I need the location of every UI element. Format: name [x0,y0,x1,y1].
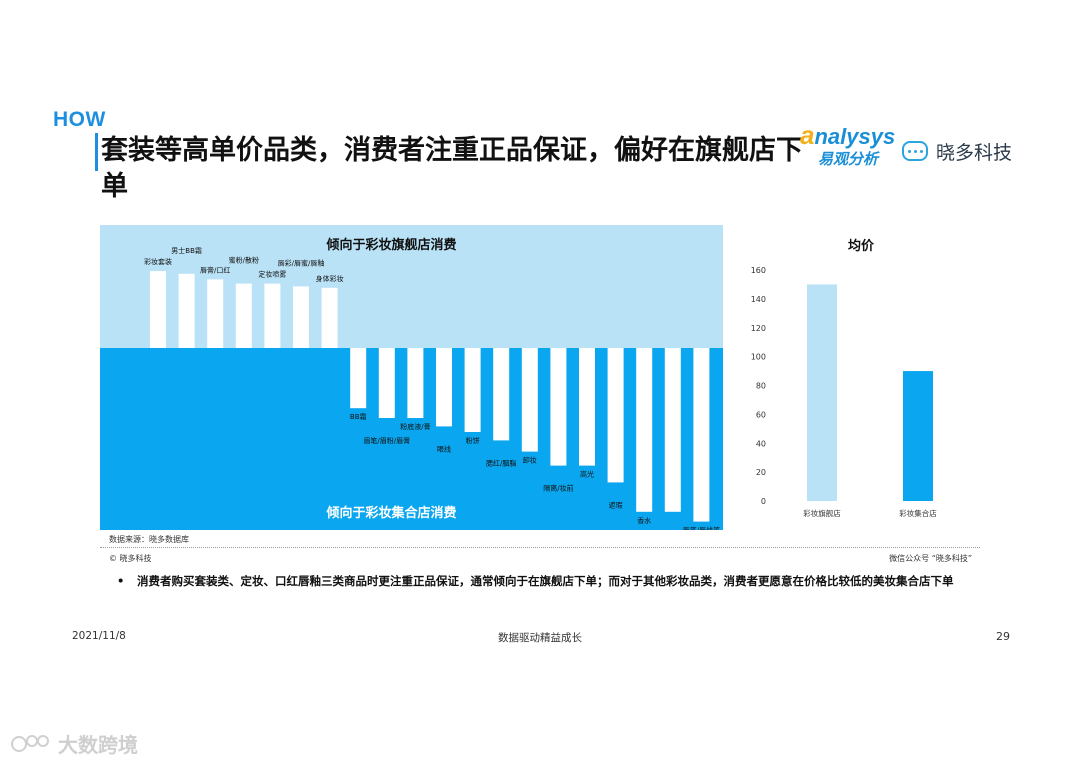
category-label: 唇笔/唇线笔 [683,526,720,530]
y-tick-label: 60 [756,410,766,419]
analysys-logo-text: nalysys [814,124,896,149]
chart-title: 均价 [848,238,875,254]
bar [550,348,567,466]
bar [293,286,309,348]
bar [693,348,710,522]
bar [207,279,224,348]
y-tick-label: 160 [751,266,766,275]
category-label: 唇膏/口红 [200,265,230,274]
y-tick-label: 120 [751,324,766,333]
bullet-dot: • [117,574,125,588]
watermark: 大数跨境 [10,729,138,758]
flagship-region [100,225,723,348]
category-label: 香水 [637,516,651,525]
average-price-chart: 均价 0 20 40 60 80 100 120 140 160 彩妆旗舰店 彩妆集合店 [751,238,938,518]
bullet-text: 消费者购买套装类、定妆、口红唇釉三类商品时更注重正品保证，通常倾向于在旗舰店下单… [137,574,954,588]
bar [350,348,367,409]
footer-slogan: 数据驱动精益成长 [498,632,582,644]
y-tick-label: 80 [756,382,766,391]
x-tick-label: 彩妆旗舰店 [803,508,841,518]
category-label: 遮瑕 [609,500,623,509]
category-label: 粉底液/膏 [400,422,430,431]
y-tick-label: 100 [751,353,766,362]
xiaoduo-logo-text: 晓多科技 [936,141,1013,164]
category-label: 唇彩/唇蜜/唇釉 [278,258,325,267]
analysys-logo: analysys 易观分析 [800,120,900,172]
category-label: 隔离/妆前 [543,484,573,493]
category-label: 身体彩妆 [316,274,344,283]
bar [264,283,281,348]
analysys-logo-initial: a [800,120,815,150]
watermark-text: 大数跨境 [58,733,138,757]
wechat-account: 微信公众号 “晓多科技” [889,554,972,563]
bar [664,348,681,512]
category-label: 眉笔/眉粉/眉膏 [363,436,410,445]
category-label: 腮红/胭脂 [486,458,516,467]
bar [521,348,538,452]
bar [321,287,338,348]
divider [100,547,980,548]
y-tick-label: 0 [761,497,766,506]
page-title: 套装等高单价品类，消费者注重正品保证，偏好在旗舰店下单 [101,135,803,202]
bullet-note: • 消费者购买套装类、定妆、口红唇釉三类商品时更注重正品保证，通常倾向于在旗舰店… [117,571,987,592]
bar [636,348,653,512]
category-label: 男士BB霜 [171,246,202,255]
watermark-logo-icon [11,734,49,752]
bar [378,348,395,418]
bar [436,348,452,427]
analysys-logo-cn: 易观分析 [818,150,879,168]
bar [493,348,510,441]
y-tick-label: 140 [751,295,766,304]
x-tick-label: 彩妆集合店 [899,508,937,518]
bar [407,348,424,418]
bar [607,348,624,483]
category-label: 彩妆套装 [144,257,172,266]
page-number: 29 [996,630,1010,643]
price-bar [807,284,837,501]
top-region-label: 倾向于彩妆旗舰店消费 [325,237,456,253]
bar [579,348,595,466]
bar [235,283,252,348]
footer-date: 2021/11/8 [72,630,126,642]
bar [150,271,166,348]
copyright: © 晓多科技 [109,554,152,563]
category-label: 眼线 [437,444,451,453]
category-label: BB霜 [350,413,367,421]
bar [178,273,195,348]
bottom-region-label: 倾向于彩妆集合店消费 [325,505,456,521]
category-label: 定妆喷雾 [258,270,286,279]
price-bar [903,371,933,501]
bar [464,348,481,432]
category-label: 蜜粉/散粉 [229,256,259,265]
y-tick-label: 20 [756,468,766,477]
xiaoduo-logo: 晓多科技 [902,136,1012,166]
category-label: 粉饼 [466,436,480,445]
chat-bubble-icon [902,141,928,161]
category-label: 卸妆 [523,456,537,465]
y-tick-label: 40 [756,439,766,448]
data-source: 数据来源：晓多数据库 [109,535,189,544]
category-label: 高光 [580,470,594,479]
section-tag: HOW [53,108,106,131]
title-accent-bar [95,133,98,171]
